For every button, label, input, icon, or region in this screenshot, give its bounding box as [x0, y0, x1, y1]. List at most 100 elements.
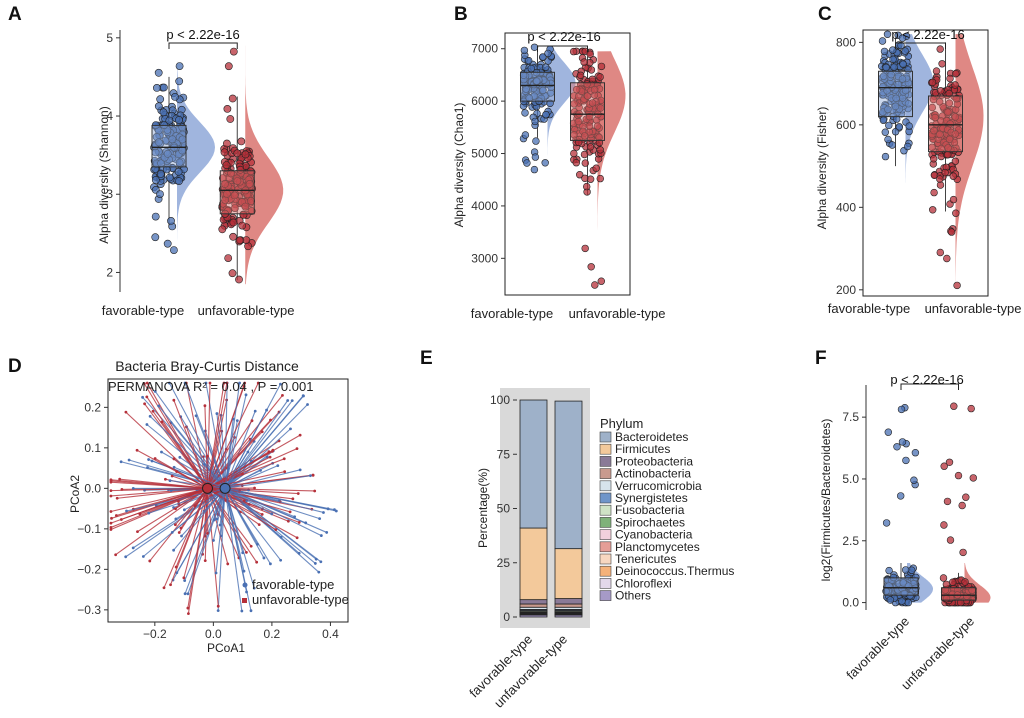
legend-label-Actinobacteria: Actinobacteria: [615, 467, 691, 481]
spider-line: [204, 405, 209, 489]
spider-line: [224, 395, 304, 489]
panel-a-xtick-favorable: favorable-type: [102, 303, 184, 318]
point-favorable-type: [523, 159, 531, 167]
point-unfavorable-type: [949, 195, 958, 204]
sample-point: [164, 477, 167, 481]
point-favorable-type: [530, 165, 539, 174]
sample-point: [177, 500, 180, 503]
point-unfavorable-type: [954, 471, 963, 480]
ytick-label: −0.3: [77, 603, 101, 617]
point-favorable-type: [904, 598, 912, 607]
point-unfavorable-type: [596, 174, 604, 183]
spider-line: [224, 382, 241, 489]
point-favorable-type: [911, 449, 920, 457]
legend-label-Verrucomicrobia: Verrucomicrobia: [615, 479, 702, 493]
point-favorable-type: [898, 438, 907, 446]
sample-point: [244, 393, 248, 397]
point-unfavorable-type: [961, 578, 969, 586]
box-favorable-type: [151, 124, 187, 168]
point-unfavorable-type: [241, 202, 250, 211]
point-favorable-type: [888, 46, 897, 54]
panel-c-ylabel: Alpha diversity (Fisher): [815, 107, 829, 230]
panel-d-plot-area: −0.2 0.0 0.2 0.4 −0.3 −0.2 −0.1 0.0 0.1 0.2: [77, 378, 349, 641]
point-unfavorable-type: [229, 232, 237, 241]
spider-line: [206, 488, 229, 565]
point-favorable-type: [880, 47, 889, 56]
point-favorable-type: [167, 216, 175, 225]
point-favorable-type: [885, 121, 893, 130]
point-unfavorable-type: [942, 580, 951, 589]
point-favorable-type: [885, 566, 893, 575]
spider-line: [170, 488, 209, 585]
sample-point: [141, 555, 145, 558]
point-unfavorable-type: [239, 210, 248, 219]
legend-swatch-Firmicutes: [599, 443, 612, 455]
sample-point: [214, 571, 218, 575]
sample-point: [109, 526, 113, 529]
panel-label-d: D: [8, 356, 22, 377]
sample-point: [151, 409, 155, 413]
box-unfavorable-type: [928, 95, 963, 153]
point-unfavorable-type: [576, 71, 585, 80]
point-favorable-type: [175, 77, 184, 86]
xtick-label: 0.4: [322, 627, 339, 641]
spider-line: [207, 487, 277, 531]
point-favorable-type: [531, 117, 539, 126]
sample-point: [281, 393, 284, 397]
point-favorable-type: [527, 64, 535, 73]
legend-label-Planctomycetes: Planctomycetes: [615, 540, 700, 554]
sample-point: [216, 609, 220, 612]
sample-point: [241, 551, 245, 555]
point-unfavorable-type: [235, 236, 244, 245]
sample-point: [298, 433, 302, 437]
panel-d-legend: favorable-type unfavorable-type: [242, 577, 349, 607]
panel-d-xlabel: PCoA1: [207, 641, 245, 655]
sample-point: [245, 590, 248, 594]
sample-point: [242, 499, 246, 502]
sample-point: [172, 548, 176, 552]
point-favorable-type: [521, 131, 530, 139]
spider-line: [224, 400, 289, 489]
spider-line: [224, 487, 335, 511]
point-favorable-type: [891, 102, 900, 111]
ytick-label: 3000: [471, 251, 498, 265]
point-favorable-type: [168, 135, 177, 144]
point-unfavorable-type: [224, 62, 233, 71]
point-unfavorable-type: [233, 149, 242, 158]
point-unfavorable-type: [591, 281, 599, 289]
sample-point: [118, 477, 122, 481]
point-favorable-type: [898, 597, 906, 605]
legend-label-Others: Others: [615, 589, 651, 603]
sample-point: [124, 410, 128, 414]
bar-segment-Proteobacteria: [554, 598, 583, 605]
legend-dot-favorable: [242, 582, 248, 588]
bar-segment-Bacteroidetes: [519, 399, 548, 529]
point-favorable-type: [541, 159, 549, 167]
sample-point: [168, 479, 172, 483]
point-unfavorable-type: [220, 148, 229, 157]
sample-point: [268, 562, 272, 566]
bar-segment-Actinobacteria: [554, 603, 583, 608]
point-unfavorable-type: [587, 263, 595, 271]
point-favorable-type: [882, 519, 891, 527]
sample-point: [170, 474, 174, 478]
sample-point: [235, 419, 239, 423]
point-favorable-type: [151, 212, 160, 221]
spider-line: [207, 456, 271, 489]
point-favorable-type: [163, 149, 172, 158]
point-unfavorable-type: [931, 113, 939, 122]
spider-line: [161, 451, 226, 489]
point-favorable-type: [884, 135, 892, 144]
spider-line: [173, 487, 226, 551]
point-unfavorable-type: [596, 73, 604, 81]
panel-c-xtick-unfavorable: unfavorable-type: [925, 301, 1022, 316]
spider-line: [224, 475, 311, 489]
spider-line: [147, 467, 226, 489]
sample-point: [297, 521, 301, 524]
point-favorable-type: [910, 476, 918, 484]
panel-a-pvalue: p < 2.22e-16: [166, 27, 239, 42]
sample-point: [143, 402, 146, 406]
legend-swatch-Deinococcus.Thermus: [599, 565, 612, 577]
sample-point: [270, 512, 274, 516]
